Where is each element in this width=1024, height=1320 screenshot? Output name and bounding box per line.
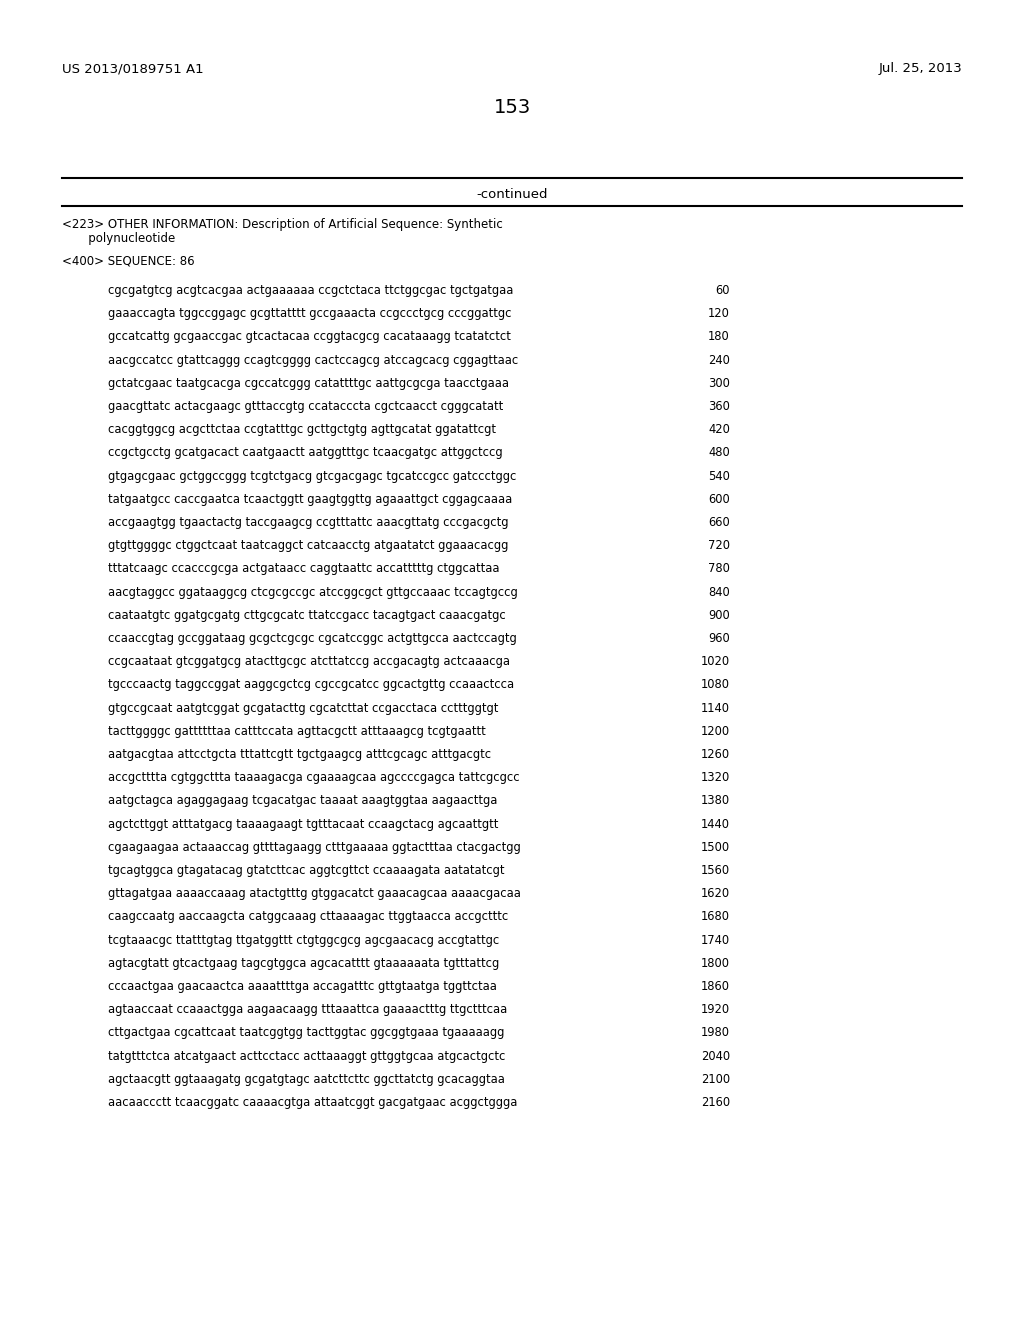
Text: tgcagtggca gtagatacag gtatcttcac aggtcgttct ccaaaagata aatatatcgt: tgcagtggca gtagatacag gtatcttcac aggtcgt… bbox=[108, 865, 505, 876]
Text: ccgcaataat gtcggatgcg atacttgcgc atcttatccg accgacagtg actcaaacga: ccgcaataat gtcggatgcg atacttgcgc atcttat… bbox=[108, 655, 510, 668]
Text: gaacgttatc actacgaagc gtttaccgtg ccatacccta cgctcaacct cgggcatatt: gaacgttatc actacgaagc gtttaccgtg ccatacc… bbox=[108, 400, 503, 413]
Text: 240: 240 bbox=[709, 354, 730, 367]
Text: cacggtggcg acgcttctaa ccgtatttgc gcttgctgtg agttgcatat ggatattcgt: cacggtggcg acgcttctaa ccgtatttgc gcttgct… bbox=[108, 424, 496, 436]
Text: tcgtaaacgc ttatttgtag ttgatggttt ctgtggcgcg agcgaacacg accgtattgc: tcgtaaacgc ttatttgtag ttgatggttt ctgtggc… bbox=[108, 933, 500, 946]
Text: 1980: 1980 bbox=[701, 1027, 730, 1039]
Text: cccaactgaa gaacaactca aaaattttga accagatttc gttgtaatga tggttctaa: cccaactgaa gaacaactca aaaattttga accagat… bbox=[108, 979, 497, 993]
Text: -continued: -continued bbox=[476, 187, 548, 201]
Text: 720: 720 bbox=[708, 539, 730, 552]
Text: tgcccaactg taggccggat aaggcgctcg cgccgcatcc ggcactgttg ccaaactcca: tgcccaactg taggccggat aaggcgctcg cgccgca… bbox=[108, 678, 514, 692]
Text: 480: 480 bbox=[709, 446, 730, 459]
Text: 1920: 1920 bbox=[700, 1003, 730, 1016]
Text: 1380: 1380 bbox=[700, 795, 730, 808]
Text: 1740: 1740 bbox=[700, 933, 730, 946]
Text: tacttggggc gattttttaa catttccata agttacgctt atttaaagcg tcgtgaattt: tacttggggc gattttttaa catttccata agttacg… bbox=[108, 725, 485, 738]
Text: 1260: 1260 bbox=[700, 748, 730, 762]
Text: 1020: 1020 bbox=[700, 655, 730, 668]
Text: 960: 960 bbox=[709, 632, 730, 645]
Text: 153: 153 bbox=[494, 98, 530, 117]
Text: 840: 840 bbox=[709, 586, 730, 598]
Text: 2160: 2160 bbox=[700, 1096, 730, 1109]
Text: 420: 420 bbox=[709, 424, 730, 436]
Text: tttatcaagc ccacccgcga actgataacc caggtaattc accatttttg ctggcattaa: tttatcaagc ccacccgcga actgataacc caggtaa… bbox=[108, 562, 500, 576]
Text: 1620: 1620 bbox=[700, 887, 730, 900]
Text: gtgagcgaac gctggccggg tcgtctgacg gtcgacgagc tgcatccgcc gatccctggc: gtgagcgaac gctggccggg tcgtctgacg gtcgacg… bbox=[108, 470, 516, 483]
Text: 360: 360 bbox=[709, 400, 730, 413]
Text: caataatgtc ggatgcgatg cttgcgcatc ttatccgacc tacagtgact caaacgatgc: caataatgtc ggatgcgatg cttgcgcatc ttatccg… bbox=[108, 609, 506, 622]
Text: gccatcattg gcgaaccgac gtcactacaa ccggtacgcg cacataaagg tcatatctct: gccatcattg gcgaaccgac gtcactacaa ccggtac… bbox=[108, 330, 511, 343]
Text: aacgccatcc gtattcaggg ccagtcgggg cactccagcg atccagcacg cggagttaac: aacgccatcc gtattcaggg ccagtcgggg cactcca… bbox=[108, 354, 518, 367]
Text: gtgttggggc ctggctcaat taatcaggct catcaacctg atgaatatct ggaaacacgg: gtgttggggc ctggctcaat taatcaggct catcaac… bbox=[108, 539, 508, 552]
Text: Jul. 25, 2013: Jul. 25, 2013 bbox=[879, 62, 962, 75]
Text: 180: 180 bbox=[709, 330, 730, 343]
Text: agctaacgtt ggtaaagatg gcgatgtagc aatcttcttc ggcttatctg gcacaggtaa: agctaacgtt ggtaaagatg gcgatgtagc aatcttc… bbox=[108, 1073, 505, 1086]
Text: accgctttta cgtggcttta taaaagacga cgaaaagcaa agccccgagca tattcgcgcc: accgctttta cgtggcttta taaaagacga cgaaaag… bbox=[108, 771, 519, 784]
Text: 2040: 2040 bbox=[700, 1049, 730, 1063]
Text: 300: 300 bbox=[709, 376, 730, 389]
Text: 900: 900 bbox=[709, 609, 730, 622]
Text: gaaaccagta tggccggagc gcgttatttt gccgaaacta ccgccctgcg cccggattgc: gaaaccagta tggccggagc gcgttatttt gccgaaa… bbox=[108, 308, 512, 321]
Text: ccgctgcctg gcatgacact caatgaactt aatggtttgc tcaacgatgc attggctccg: ccgctgcctg gcatgacact caatgaactt aatggtt… bbox=[108, 446, 503, 459]
Text: 2100: 2100 bbox=[700, 1073, 730, 1086]
Text: 660: 660 bbox=[709, 516, 730, 529]
Text: 1500: 1500 bbox=[700, 841, 730, 854]
Text: ccaaccgtag gccggataag gcgctcgcgc cgcatccggc actgttgcca aactccagtg: ccaaccgtag gccggataag gcgctcgcgc cgcatcc… bbox=[108, 632, 517, 645]
Text: gctatcgaac taatgcacga cgccatcggg catattttgc aattgcgcga taacctgaaa: gctatcgaac taatgcacga cgccatcggg catattt… bbox=[108, 376, 509, 389]
Text: 1140: 1140 bbox=[701, 702, 730, 714]
Text: 1560: 1560 bbox=[700, 865, 730, 876]
Text: 540: 540 bbox=[709, 470, 730, 483]
Text: 600: 600 bbox=[709, 492, 730, 506]
Text: aacaaccctt tcaacggatc caaaacgtga attaatcggt gacgatgaac acggctggga: aacaaccctt tcaacggatc caaaacgtga attaatc… bbox=[108, 1096, 517, 1109]
Text: cttgactgaa cgcattcaat taatcggtgg tacttggtac ggcggtgaaa tgaaaaagg: cttgactgaa cgcattcaat taatcggtgg tacttgg… bbox=[108, 1027, 505, 1039]
Text: <400> SEQUENCE: 86: <400> SEQUENCE: 86 bbox=[62, 253, 195, 267]
Text: gtgccgcaat aatgtcggat gcgatacttg cgcatcttat ccgacctaca cctttggtgt: gtgccgcaat aatgtcggat gcgatacttg cgcatct… bbox=[108, 702, 499, 714]
Text: agctcttggt atttatgacg taaaagaagt tgtttacaat ccaagctacg agcaattgtt: agctcttggt atttatgacg taaaagaagt tgtttac… bbox=[108, 817, 499, 830]
Text: aatgacgtaa attcctgcta tttattcgtt tgctgaagcg atttcgcagc atttgacgtc: aatgacgtaa attcctgcta tttattcgtt tgctgaa… bbox=[108, 748, 492, 762]
Text: 1800: 1800 bbox=[701, 957, 730, 970]
Text: 1440: 1440 bbox=[701, 817, 730, 830]
Text: US 2013/0189751 A1: US 2013/0189751 A1 bbox=[62, 62, 204, 75]
Text: aacgtaggcc ggataaggcg ctcgcgccgc atccggcgct gttgccaaac tccagtgccg: aacgtaggcc ggataaggcg ctcgcgccgc atccggc… bbox=[108, 586, 518, 598]
Text: 780: 780 bbox=[709, 562, 730, 576]
Text: 1200: 1200 bbox=[700, 725, 730, 738]
Text: 120: 120 bbox=[709, 308, 730, 321]
Text: 1860: 1860 bbox=[701, 979, 730, 993]
Text: tatgtttctca atcatgaact acttcctacc acttaaaggt gttggtgcaa atgcactgctc: tatgtttctca atcatgaact acttcctacc acttaa… bbox=[108, 1049, 506, 1063]
Text: cgaagaagaa actaaaccag gttttagaagg ctttgaaaaa ggtactttaa ctacgactgg: cgaagaagaa actaaaccag gttttagaagg ctttga… bbox=[108, 841, 521, 854]
Text: aatgctagca agaggagaag tcgacatgac taaaat aaagtggtaa aagaacttga: aatgctagca agaggagaag tcgacatgac taaaat … bbox=[108, 795, 498, 808]
Text: 1320: 1320 bbox=[700, 771, 730, 784]
Text: 1080: 1080 bbox=[701, 678, 730, 692]
Text: accgaagtgg tgaactactg taccgaagcg ccgtttattc aaacgttatg cccgacgctg: accgaagtgg tgaactactg taccgaagcg ccgttta… bbox=[108, 516, 509, 529]
Text: polynucleotide: polynucleotide bbox=[62, 232, 175, 246]
Text: 60: 60 bbox=[716, 284, 730, 297]
Text: <223> OTHER INFORMATION: Description of Artificial Sequence: Synthetic: <223> OTHER INFORMATION: Description of … bbox=[62, 218, 503, 231]
Text: agtacgtatt gtcactgaag tagcgtggca agcacatttt gtaaaaaata tgtttattcg: agtacgtatt gtcactgaag tagcgtggca agcacat… bbox=[108, 957, 500, 970]
Text: agtaaccaat ccaaactgga aagaacaagg tttaaattca gaaaactttg ttgctttcaa: agtaaccaat ccaaactgga aagaacaagg tttaaat… bbox=[108, 1003, 507, 1016]
Text: cgcgatgtcg acgtcacgaa actgaaaaaa ccgctctaca ttctggcgac tgctgatgaa: cgcgatgtcg acgtcacgaa actgaaaaaa ccgctct… bbox=[108, 284, 513, 297]
Text: caagccaatg aaccaagcta catggcaaag cttaaaagac ttggtaacca accgctttc: caagccaatg aaccaagcta catggcaaag cttaaaa… bbox=[108, 911, 508, 924]
Text: gttagatgaa aaaaccaaag atactgtttg gtggacatct gaaacagcaa aaaacgacaa: gttagatgaa aaaaccaaag atactgtttg gtggaca… bbox=[108, 887, 521, 900]
Text: tatgaatgcc caccgaatca tcaactggtt gaagtggttg agaaattgct cggagcaaaa: tatgaatgcc caccgaatca tcaactggtt gaagtgg… bbox=[108, 492, 512, 506]
Text: 1680: 1680 bbox=[701, 911, 730, 924]
